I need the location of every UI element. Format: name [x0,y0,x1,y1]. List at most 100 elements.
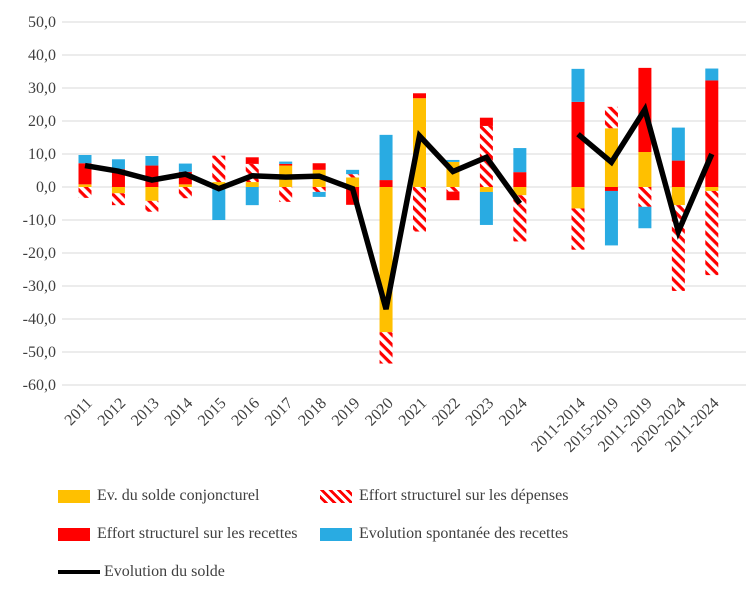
x-category-label: 2023 [463,395,498,430]
bar-segment [178,187,192,199]
bar-segment [571,208,585,250]
bar-segment [705,68,719,81]
bar-segment [346,169,360,175]
y-tick-label: -50,0 [23,344,56,361]
bar-segment [513,187,527,196]
legend-item-recettes: Effort structurel sur les recettes [58,522,298,546]
x-category-label: 2012 [95,395,130,430]
x-category-label: 2015 [195,395,230,430]
legend-item-spontanee: Evolution spontanée des recettes [320,522,568,546]
bar-segment [178,163,192,172]
bar-segment [604,187,618,191]
bar-segment [145,200,159,212]
bar-segment [245,157,259,164]
bar-segment [479,187,493,192]
y-tick-label: 30,0 [28,80,56,97]
legend-label-spontanee: Evolution spontanée des recettes [359,525,569,542]
bar-segment [78,184,92,187]
bar-segment [379,134,393,181]
bar-segment [413,93,426,99]
bar-segment [78,187,92,198]
bar-segment [312,191,326,197]
bar-segment [571,101,585,187]
bar-segment [571,187,585,209]
bar-segment [705,190,719,276]
gridlines [62,21,746,386]
bar-segment [446,191,460,201]
legend-row-2: Effort structurel sur les recettes Evolu… [58,522,738,560]
solde-line-series [84,102,715,310]
bar-segment [78,154,92,164]
x-category-label: 2016 [228,395,263,430]
x-category-label: 2020 [362,395,397,430]
bar-segment [346,174,360,178]
legend-item-depenses: Effort structurel sur les dépenses [320,484,568,508]
legend-label-depenses: Effort structurel sur les dépenses [359,487,569,504]
legend-item-solde: Evolution du solde [58,560,225,584]
legend-label-conjoncturel: Ev. du solde conjoncturel [97,487,260,504]
red-swatch-icon [58,527,90,541]
bar-segment [245,182,259,187]
bar-segment [671,127,685,161]
bar-segment [604,190,618,246]
bar-segment [638,187,652,207]
solde-line [576,102,715,240]
y-tick-label: -60,0 [23,377,56,394]
chart-legend: Ev. du solde conjoncturel Effort structu… [58,484,738,598]
legend-row-1: Ev. du solde conjoncturel Effort structu… [58,484,738,522]
bar-segment [413,187,426,232]
x-axis-category-labels: 2011201220132014201520162017201820192020… [62,395,723,456]
bar-segment [513,148,527,173]
x-category-label: 2019 [329,395,364,430]
hatched-red-swatch-icon [320,489,352,503]
solde-line [84,130,523,310]
bar-segment [479,191,493,225]
y-tick-label: 20,0 [28,113,56,130]
x-category-label: 2017 [262,395,297,430]
chart-area: 50,0 40,0 30,0 20,0 10,0 0,0 -10,0 -20,0 -30,0 -4… [23,14,746,456]
bar-segment [638,152,652,187]
y-tick-label: -10,0 [23,212,56,229]
legend-label-solde: Evolution du solde [104,563,225,580]
bar-segment [111,193,125,206]
bar-segment [145,187,159,201]
blue-swatch-icon [320,527,352,541]
y-tick-label: -30,0 [23,278,56,295]
bar-segment [638,206,652,229]
bar-segment [245,187,259,206]
bar-segment [312,163,326,170]
bar-segment [212,182,226,187]
x-category-label: 2022 [429,395,464,430]
x-category-label: 2013 [128,395,163,430]
chart-canvas: 50,0 40,0 30,0 20,0 10,0 0,0 -10,0 -20,0 -30,0 -4… [23,14,746,456]
black-line-swatch-icon [58,570,100,574]
yellow-swatch-icon [58,489,90,503]
x-category-label: 2014 [162,395,197,430]
y-axis-tick-labels: 50,0 40,0 30,0 20,0 10,0 0,0 -10,0 -20,0 -30,0 -4… [23,14,56,394]
bar-segment [279,161,293,164]
legend-item-conjoncturel: Ev. du solde conjoncturel [58,484,259,508]
bar-segment [212,187,226,220]
y-tick-label: 40,0 [28,47,56,64]
bar-segment [279,187,293,202]
bar-segment [111,159,125,170]
bar-segment [379,187,393,333]
y-tick-label: -20,0 [23,245,56,262]
y-tick-label: -40,0 [23,311,56,328]
bar-segment [446,159,460,162]
legend-label-recettes: Effort structurel sur les recettes [97,525,298,542]
x-category-label: 2021 [396,395,431,430]
bar-segment [671,187,685,206]
bar-segment [145,155,159,166]
bar-segment [671,160,685,187]
x-category-label: 2011 [62,395,96,429]
bar-segment [346,177,360,187]
bar-segment [513,195,527,242]
bar-segment [212,155,226,183]
bar-segment [111,187,125,194]
bar-segment [312,187,326,192]
bar-segment [604,106,618,129]
bar-segment [379,332,393,364]
bar-segment [178,184,192,187]
